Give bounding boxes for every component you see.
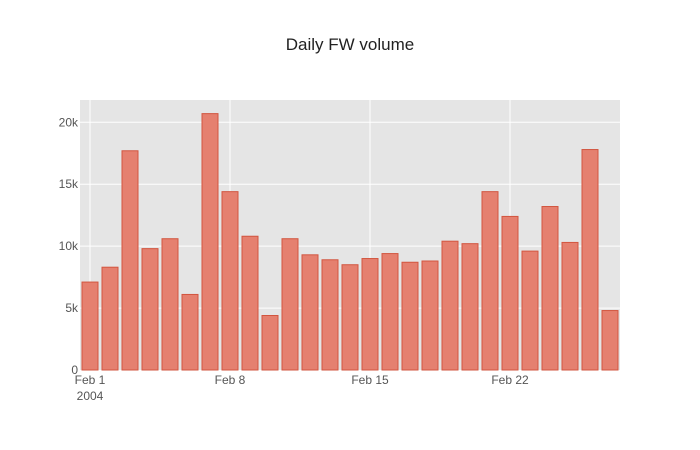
bar <box>241 235 259 371</box>
bars <box>81 113 619 371</box>
x-tick-sublabel: 2004 <box>77 389 104 403</box>
y-tick-label: 20k <box>59 115 79 129</box>
bar <box>121 150 139 371</box>
bar <box>461 243 479 371</box>
y-tick-label: 5k <box>65 301 79 315</box>
bar <box>381 253 399 371</box>
bar <box>361 258 379 371</box>
bar <box>101 266 119 371</box>
bar <box>261 315 279 371</box>
chart-title: Daily FW volume <box>286 35 414 54</box>
y-tick-label: 0 <box>71 363 78 377</box>
x-tick-label: Feb 8 <box>215 373 246 387</box>
bar <box>141 248 159 371</box>
bar <box>541 206 559 371</box>
y-tick-label: 15k <box>59 177 79 191</box>
bar <box>441 240 459 371</box>
bar <box>561 241 579 371</box>
bar <box>481 191 499 371</box>
x-tick-label: Feb 22 <box>491 373 529 387</box>
bar <box>501 215 519 371</box>
bar <box>81 281 99 371</box>
bar <box>281 238 299 371</box>
bar <box>601 310 619 371</box>
x-axis-ticks: Feb 1 2004 Feb 8 Feb 15 Feb 22 <box>75 373 529 403</box>
bar <box>421 260 439 371</box>
bar <box>161 238 179 371</box>
bar <box>341 264 359 371</box>
bar <box>221 191 239 371</box>
bar <box>301 254 319 371</box>
x-tick-label: Feb 15 <box>351 373 389 387</box>
y-axis-ticks: 0 5k 10k 15k 20k <box>59 115 79 377</box>
bar <box>521 250 539 371</box>
bar <box>201 113 219 371</box>
y-tick-label: 10k <box>59 239 79 253</box>
bar <box>321 259 339 371</box>
bar <box>401 261 419 371</box>
x-tick-label: Feb 1 <box>75 373 106 387</box>
bar <box>581 149 599 371</box>
bar <box>181 293 199 371</box>
